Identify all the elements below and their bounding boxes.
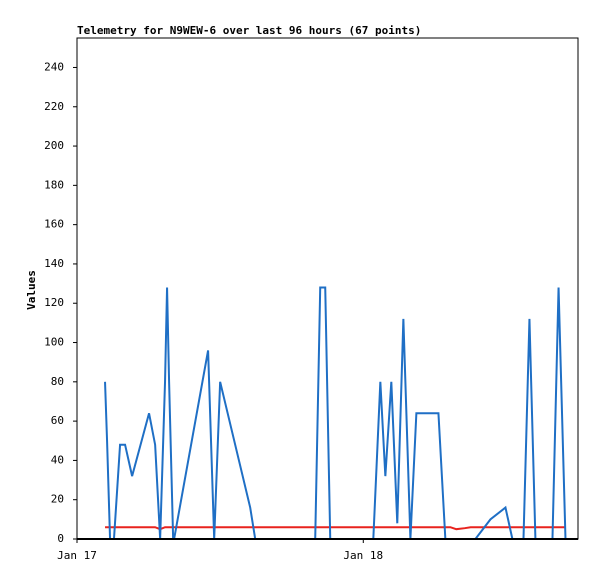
y-tick-label: 120 — [44, 296, 64, 309]
y-tick-label: 140 — [44, 257, 64, 270]
y-tick-label: 40 — [51, 453, 64, 466]
x-tick-label: Jan 17 — [57, 549, 97, 562]
series-line — [104, 286, 567, 540]
y-tick-label: 200 — [44, 139, 64, 152]
y-tick-label: 80 — [51, 375, 64, 388]
series-line — [105, 526, 566, 531]
x-tick-label: Jan 18 — [343, 549, 383, 562]
y-tick-label: 180 — [44, 178, 64, 191]
plot-frame — [76, 37, 579, 540]
chart-title: Telemetry for N9WEW-6 over last 96 hours… — [77, 24, 421, 37]
y-tick-label: 240 — [44, 60, 64, 73]
y-tick-label: 20 — [51, 493, 64, 506]
y-tick-label: 60 — [51, 414, 64, 427]
y-tick-label: 100 — [44, 336, 64, 349]
y-tick-label: 220 — [44, 100, 64, 113]
y-tick-label: 160 — [44, 218, 64, 231]
y-tick-label: 0 — [57, 532, 64, 545]
y-axis-title: Values — [25, 270, 38, 310]
